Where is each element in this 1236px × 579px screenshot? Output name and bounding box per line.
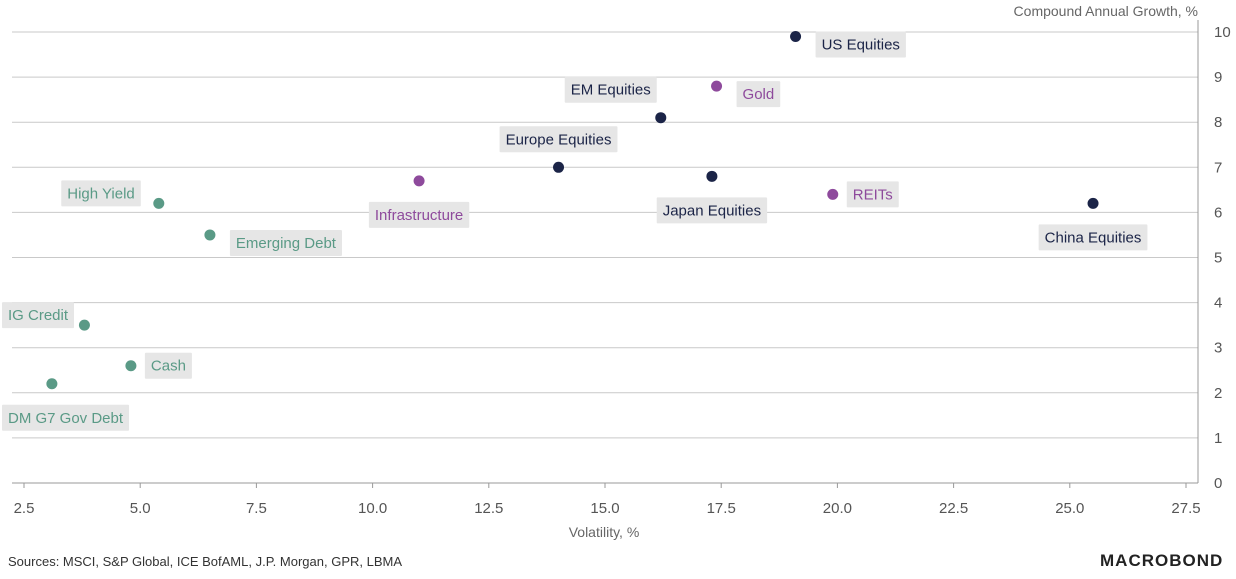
y-tick-label: 3 <box>1214 340 1222 357</box>
x-tick-label: 2.5 <box>14 500 35 517</box>
x-tick-label: 12.5 <box>474 500 503 517</box>
y-tick-label: 1 <box>1214 430 1222 447</box>
x-tick-label: 17.5 <box>707 500 736 517</box>
point-gold <box>711 80 723 92</box>
data-points <box>46 31 1099 390</box>
label-text: High Yield <box>67 185 135 202</box>
point-us-equities <box>790 31 802 43</box>
brand-logo: MACROBOND <box>1100 551 1224 570</box>
point-label-china-equities: China Equities <box>1038 224 1148 251</box>
y-axis-title: Compound Annual Growth, % <box>1014 3 1198 19</box>
y-tick-label: 2 <box>1214 385 1222 402</box>
label-text: US Equities <box>822 37 900 54</box>
label-box <box>564 76 657 103</box>
point-label-gold: Gold <box>736 81 781 108</box>
point-ig-credit <box>78 319 90 331</box>
label-box <box>144 352 192 379</box>
label-box <box>656 197 768 224</box>
y-tick-label: 9 <box>1214 69 1222 86</box>
point-infrastructure <box>413 175 425 187</box>
point-label-emerging-debt: Emerging Debt <box>229 229 342 256</box>
y-tick-label: 0 <box>1214 475 1222 492</box>
x-axis-title: Volatility, % <box>569 524 640 540</box>
label-box <box>846 181 899 208</box>
point-japan-equities <box>706 170 718 182</box>
label-text: REITs <box>853 186 893 203</box>
label-text: EM Equities <box>571 82 651 99</box>
y-tick-label: 4 <box>1214 295 1222 312</box>
label-box <box>499 126 618 153</box>
label-text: Cash <box>151 358 186 375</box>
y-tick-label: 10 <box>1214 24 1231 41</box>
label-box <box>229 229 342 256</box>
label-text: Emerging Debt <box>236 235 337 252</box>
label-box <box>815 31 906 58</box>
y-tick-label: 6 <box>1214 204 1222 221</box>
x-tick-label: 22.5 <box>939 500 968 517</box>
point-china-equities <box>1087 197 1099 209</box>
point-label-japan-equities: Japan Equities <box>656 197 768 224</box>
label-text: Infrastructure <box>375 207 463 224</box>
point-emerging-debt <box>204 229 216 241</box>
point-cash <box>125 360 137 372</box>
point-label-ig-credit: IG Credit <box>2 302 75 329</box>
y-tick-label: 8 <box>1214 114 1222 131</box>
point-label-infrastructure: Infrastructure <box>368 201 470 228</box>
x-tick-label: 27.5 <box>1171 500 1200 517</box>
label-text: DM G7 Gov Debt <box>8 410 124 427</box>
point-label-dm-g7-gov-debt: DM G7 Gov Debt <box>2 404 130 431</box>
point-reits <box>827 188 839 200</box>
x-tick-label: 10.0 <box>358 500 387 517</box>
label-text: Gold <box>743 86 775 103</box>
point-label-em-equities: EM Equities <box>564 76 657 103</box>
label-box <box>2 404 130 431</box>
sources-note: Sources: MSCI, S&P Global, ICE BofAML, J… <box>8 554 403 569</box>
point-em-equities <box>655 112 667 124</box>
point-label-cash: Cash <box>144 352 192 379</box>
label-text: Japan Equities <box>663 202 761 219</box>
y-tick-labels: 0 1 2 3 4 5 6 7 8 9 10 <box>1214 24 1231 492</box>
label-text: China Equities <box>1045 229 1142 246</box>
x-tick-label: 20.0 <box>823 500 852 517</box>
point-europe-equities <box>553 161 565 173</box>
label-text: Europe Equities <box>506 131 612 148</box>
x-tick-label: 25.0 <box>1055 500 1084 517</box>
label-box <box>61 180 141 207</box>
point-high-yield <box>153 197 165 209</box>
point-label-europe-equities: Europe Equities <box>499 126 618 153</box>
label-box <box>736 81 781 108</box>
point-labels: US Equities EM Equities Gold Europe Equitie… <box>2 31 1148 431</box>
x-tick-label: 15.0 <box>590 500 619 517</box>
point-label-high-yield: High Yield <box>61 180 141 207</box>
label-text: IG Credit <box>8 307 69 324</box>
label-box <box>368 201 470 228</box>
x-tick-labels: 2.5 5.0 7.5 10.0 12.5 15.0 17.5 20.0 22.5 25.0 27.… <box>14 483 1201 517</box>
point-dm-g7-gov-debt <box>46 378 58 390</box>
point-label-us-equities: US Equities <box>815 31 906 58</box>
label-box <box>2 302 75 329</box>
x-tick-label: 5.0 <box>130 500 151 517</box>
y-tick-label: 5 <box>1214 250 1222 267</box>
label-box <box>1038 224 1148 251</box>
x-tick-label: 7.5 <box>246 500 267 517</box>
y-tick-label: 7 <box>1214 159 1222 176</box>
point-label-reits: REITs <box>846 181 899 208</box>
